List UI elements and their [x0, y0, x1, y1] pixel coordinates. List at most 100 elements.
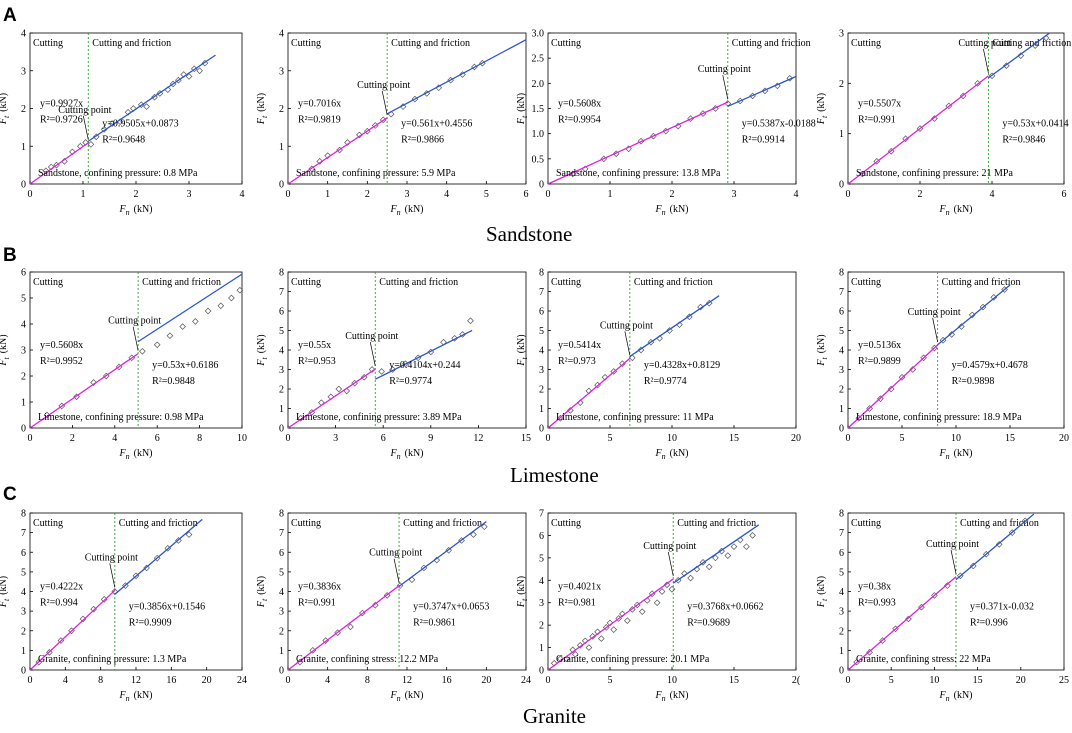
y-tick-label: 5: [21, 294, 26, 305]
y-axis-subscript: t: [820, 115, 829, 118]
y-tick-label: 4: [539, 576, 544, 587]
y-tick-label: 3.0: [532, 29, 545, 40]
data-point: [705, 563, 713, 571]
x-axis-label: Fn (kN): [390, 690, 424, 703]
data-point: [371, 601, 379, 609]
data-point: [749, 532, 756, 539]
y-tick-label: 2: [21, 104, 26, 115]
fit-line-cutting: [29, 353, 139, 429]
x-tick-label: 1: [81, 189, 86, 200]
fit-equation-friction: y=0.5387x-0.0188: [742, 119, 816, 130]
data-point: [566, 407, 574, 414]
y-axis-label: Ft (kN): [256, 334, 269, 366]
cutting-point-label: Cutting point: [345, 331, 398, 342]
y-tick-label: 2: [279, 626, 284, 637]
y-tick-label: 6: [279, 307, 284, 318]
fit-equation-friction: y=0.53x+0.6186: [152, 360, 218, 371]
fit-r2-cutting: R²=0.9954: [558, 115, 601, 126]
y-axis-subscript: t: [2, 357, 11, 360]
y-axis-symbol: F: [516, 117, 527, 125]
y-tick-label: 1.0: [532, 129, 545, 140]
region-label-cutting-friction: Cutting and friction: [142, 277, 221, 288]
x-axis-unit: (kN): [954, 448, 973, 459]
x-tick-label: 6: [1062, 189, 1067, 200]
conditions-note: Sandstone, confining pressure: 13.8 MPa: [556, 168, 721, 179]
x-tick-label: 6: [155, 433, 160, 444]
fit-line-cutting: [547, 578, 674, 671]
cutting-point-label: Cutting point: [357, 80, 410, 91]
fit-equation-friction: y=0.53x+0.0414: [1002, 119, 1068, 130]
fit-line-friction: [374, 329, 473, 380]
subplot-7: 0 5 10 15 20 0 1 2 3 4 5 6 7 8 Fn (kN) Ft (kN) Cutting Cutt…: [516, 268, 801, 462]
subplot-9: 04812162024012345678Fn(kN)Ft(kN)CuttingC…: [0, 509, 247, 704]
x-tick-label: 20: [1016, 675, 1026, 686]
conditions-note: Granite, confining pressure: 1.3 MPa: [38, 654, 187, 665]
x-axis-subscript: n: [946, 208, 950, 217]
x-axis-label: Fn (kN): [939, 204, 973, 217]
conditions-note: Limestone, confining pressure: 11 MPa: [556, 412, 714, 423]
data-point: [185, 531, 193, 538]
x-axis-symbol: F: [939, 690, 947, 701]
region-label-cutting: Cutting: [291, 518, 321, 529]
conditions-note: Limestone, confining pressure: 0.98 MPa: [38, 412, 204, 423]
x-tick-label: 1: [325, 189, 330, 200]
y-axis-subscript: t: [520, 115, 529, 118]
y-tick-label: 7: [839, 287, 844, 298]
y-axis-label: Ft (kN): [256, 576, 269, 608]
x-tick-label: 0: [546, 189, 551, 200]
fit-line-cutting: [547, 101, 729, 185]
y-tick-label: 3: [839, 607, 844, 618]
y-tick-label: 2: [21, 372, 26, 383]
x-axis-subscript: n: [126, 208, 130, 217]
cutting-point-arrow: [983, 48, 989, 73]
x-axis-unit: (kN): [670, 448, 689, 459]
region-label-cutting: Cutting: [33, 518, 63, 529]
x-tick-label: 12: [402, 675, 412, 686]
data-point: [610, 626, 618, 633]
data-point: [668, 585, 676, 593]
fit-r2-friction: R²=0.9914: [742, 135, 785, 146]
x-axis-symbol: F: [119, 448, 127, 459]
y-tick-label: 0: [839, 424, 844, 435]
y-axis-unit: (kN): [516, 334, 527, 353]
region-label-cutting: Cutting: [291, 277, 321, 288]
x-axis-unit: (kN): [405, 690, 424, 701]
x-tick-label: 10: [929, 675, 939, 686]
fit-equation-friction: y=0.4328x+0.8129: [644, 360, 720, 371]
y-tick-label: 1: [279, 142, 284, 153]
data-point: [658, 588, 666, 595]
x-tick-label: 2: [918, 189, 923, 200]
data-point: [944, 582, 951, 589]
x-axis-unit: (kN): [405, 204, 424, 215]
region-label-cutting-friction: Cutting and friction: [119, 518, 198, 529]
x-tick-label: 6: [524, 189, 529, 200]
x-axis-subscript: n: [946, 694, 950, 703]
x-tick-label: 16: [442, 675, 452, 686]
data-point: [687, 574, 694, 582]
y-tick-label: 5: [839, 326, 844, 337]
x-tick-label: 0: [286, 189, 291, 200]
data-point: [185, 73, 193, 80]
row-letter-a: A: [3, 5, 17, 26]
x-axis-symbol: F: [655, 690, 663, 701]
cutting-point-label: Cutting point: [926, 539, 979, 550]
fit-line-cutting: [29, 142, 89, 185]
x-tick-label: 8: [197, 433, 202, 444]
x-axis-symbol: F: [119, 690, 127, 701]
data-point: [90, 605, 97, 613]
fit-r2-friction: R²=0.9861: [413, 618, 456, 629]
y-axis-unit: (kN): [256, 93, 267, 112]
region-label-cutting-friction: Cutting and friction: [391, 38, 470, 49]
row-title-sandstone: Sandstone: [486, 222, 572, 246]
y-axis-label: Ft (kN): [516, 93, 529, 125]
y-tick-label: 6: [839, 307, 844, 318]
fit-r2-friction: R²=0.9774: [644, 376, 687, 387]
y-tick-label: 6: [21, 548, 26, 559]
subplot-11: 0 5 10 15 2(0 1 2 3 4 5 6 7 Fn (kN) Ft (kN) Cutting Cutti…: [516, 509, 801, 704]
x-axis-label: Fn (kN): [939, 448, 973, 461]
y-axis-symbol: F: [0, 117, 9, 125]
y-tick-label: 4: [279, 587, 284, 598]
y-axis-label: Ft (kN): [516, 576, 529, 608]
conditions-note: Sandstone, confining pressure: 0.8 MPa: [38, 168, 198, 179]
